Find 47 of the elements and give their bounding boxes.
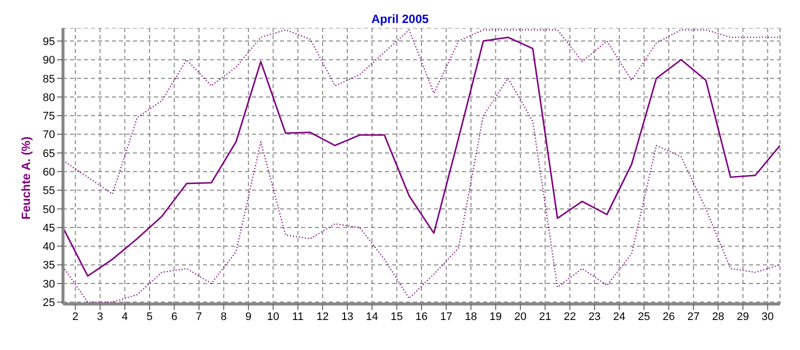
x-tick-label: 15 xyxy=(390,310,403,323)
x-tick-label: 4 xyxy=(122,310,128,323)
y-tick-label: 30 xyxy=(42,278,55,290)
chart-title: April 2005 xyxy=(370,11,430,28)
x-tick-label: 30 xyxy=(762,310,774,323)
y-tick-label: 60 xyxy=(42,166,55,178)
x-tick-label: 12 xyxy=(316,310,329,323)
x-tick-label: 6 xyxy=(171,310,178,323)
x-tick-label: 24 xyxy=(613,310,626,323)
x-tick-label: 22 xyxy=(564,310,576,323)
y-tick-label: 40 xyxy=(42,241,55,254)
y-tick-label: 90 xyxy=(42,54,55,67)
x-tick-label: 21 xyxy=(538,310,552,323)
y-tick-label: 55 xyxy=(42,185,55,198)
x-tick-label: 3 xyxy=(97,310,104,323)
y-tick-label: 80 xyxy=(42,92,55,104)
x-tick-label: 26 xyxy=(662,310,675,323)
x-tick-label: 11 xyxy=(292,310,304,323)
y-tick-label: 35 xyxy=(42,260,55,272)
x-tick-label: 17 xyxy=(440,310,452,323)
x-tick-label: 16 xyxy=(415,310,428,323)
y-tick-label: 85 xyxy=(42,73,55,86)
y-tick-label: 45 xyxy=(42,222,55,234)
x-tick-label: 23 xyxy=(588,310,601,323)
y-axis-title: Feuchte A. (%) xyxy=(19,136,33,220)
x-tick-label: 29 xyxy=(736,310,750,323)
y-tick-label: 25 xyxy=(42,297,55,310)
x-tick-label: 19 xyxy=(490,310,502,323)
x-tick-label: 14 xyxy=(366,310,378,323)
x-tick-label: 20 xyxy=(514,310,527,323)
x-tick-label: 5 xyxy=(146,310,153,323)
x-tick-label: 8 xyxy=(220,310,227,323)
x-tick-label: 27 xyxy=(687,310,700,323)
line-series xyxy=(63,36,780,277)
y-tick-label: 50 xyxy=(42,204,55,216)
x-tick-label: 7 xyxy=(196,310,202,323)
x-tick-label: 28 xyxy=(712,310,724,323)
y-tick-label: 65 xyxy=(42,148,55,160)
x-tick-label: 18 xyxy=(464,310,478,323)
x-tick-label: 9 xyxy=(245,310,252,323)
y-tick-label: 70 xyxy=(42,129,55,142)
y-tick-label: 75 xyxy=(42,110,55,123)
x-tick-label: 2 xyxy=(72,310,78,323)
x-tick-label: 13 xyxy=(341,310,354,323)
y-tick-label: 95 xyxy=(42,36,55,48)
x-tick-label: 10 xyxy=(267,310,280,323)
x-tick-label: 25 xyxy=(638,310,650,323)
